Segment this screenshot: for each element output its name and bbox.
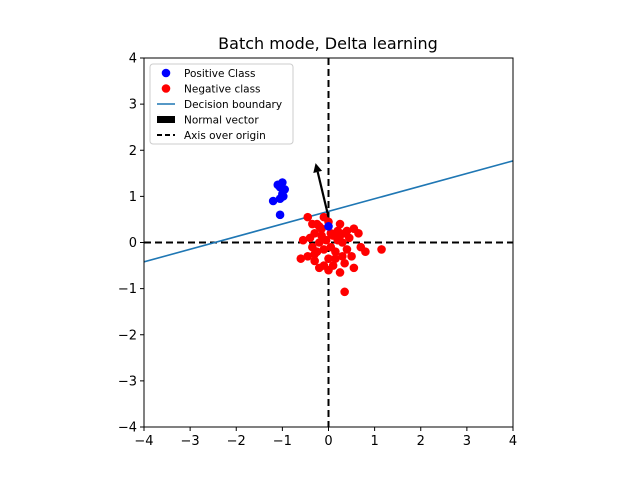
negative-point	[324, 265, 333, 275]
negative-point	[296, 254, 306, 263]
x-tick-label: 2	[417, 434, 425, 449]
legend-patch	[157, 116, 175, 123]
legend-label: Positive Class	[184, 68, 255, 80]
negative-point	[303, 212, 313, 222]
y-tick-label: 4	[129, 52, 137, 67]
negative-point	[310, 249, 319, 259]
negative-point	[314, 263, 324, 273]
negative-point	[314, 238, 324, 247]
positive-point	[275, 210, 285, 220]
y-tick-label: −2	[118, 328, 137, 343]
y-tick-label: 1	[129, 190, 137, 205]
negative-point	[305, 233, 315, 243]
positive-point	[278, 192, 288, 201]
negative-point	[354, 228, 363, 238]
decision-boundary-line	[144, 160, 513, 263]
negative-point	[361, 247, 370, 257]
legend-label: Decision boundary	[184, 99, 282, 111]
negative-point	[340, 258, 349, 268]
x-tick-label: 1	[370, 434, 378, 449]
positive-point	[278, 178, 287, 187]
negative-point	[312, 219, 322, 229]
y-tick-label: 3	[129, 98, 137, 113]
y-tick-label: −3	[118, 374, 137, 389]
positive-point	[324, 222, 333, 231]
x-tick-label: −1	[273, 434, 292, 449]
positive-point	[268, 196, 278, 206]
legend-marker	[161, 84, 171, 93]
negative-point	[324, 254, 333, 263]
chart-title: Batch mode, Delta learning	[218, 34, 438, 53]
x-tick-label: −4	[134, 434, 153, 449]
x-tick-label: 0	[324, 434, 332, 449]
y-tick-label: 2	[129, 144, 137, 159]
legend-label: Axis over origin	[184, 130, 266, 142]
normal-vector-head	[313, 163, 323, 173]
legend-label: Negative class	[184, 83, 261, 95]
negative-point	[328, 231, 338, 240]
negative-point	[303, 252, 313, 261]
negative-point	[321, 235, 331, 245]
negative-point	[338, 252, 347, 261]
negative-point	[298, 235, 308, 245]
negative-point	[349, 263, 359, 273]
negative-point	[331, 254, 340, 263]
legend-label: Normal vector	[184, 114, 259, 126]
y-tick-label: −1	[118, 282, 137, 297]
axis-ticks: −4 −3 −2 −1 0 1 2 3 4 −4 −3 −2 −1 0 1 2 3 4	[118, 52, 517, 450]
y-tick-label: −4	[118, 421, 137, 436]
legend-marker	[161, 68, 171, 78]
x-tick-label: −3	[181, 434, 200, 449]
negative-point	[331, 247, 340, 257]
y-tick-label: 0	[129, 236, 137, 251]
negative-point	[335, 268, 345, 277]
legend: Positive Class Negative class Decision bou…	[149, 63, 294, 145]
negative-point	[335, 219, 345, 229]
negative-point	[344, 233, 354, 243]
x-tick-label: −2	[227, 434, 246, 449]
negative-point	[377, 245, 386, 254]
legend-box	[149, 63, 294, 145]
normal-vector-shaft	[316, 171, 330, 218]
negative-point	[342, 226, 352, 236]
negative-point	[347, 252, 356, 261]
negative-point	[310, 256, 319, 266]
x-tick-label: 3	[463, 434, 471, 449]
plot-area	[144, 58, 513, 427]
negative-point	[335, 231, 345, 240]
x-tick-label: 4	[509, 434, 517, 449]
negative-point	[319, 245, 329, 254]
negative-point	[342, 245, 352, 254]
negative-point	[340, 287, 349, 297]
